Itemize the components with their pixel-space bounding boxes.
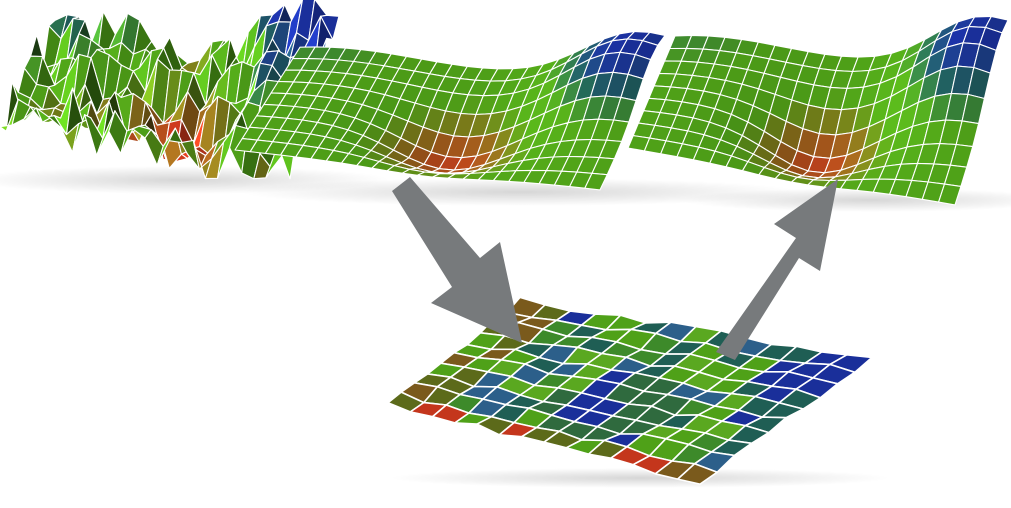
flat-grid bbox=[387, 296, 873, 485]
up-arrow bbox=[716, 179, 838, 360]
down-arrow bbox=[392, 177, 522, 343]
mesh-cell bbox=[584, 172, 608, 191]
shadow-smooth-input-surface bbox=[240, 178, 800, 206]
mesh-cell bbox=[676, 462, 719, 485]
mesh-cell bbox=[938, 183, 962, 206]
shadow-flat-grid bbox=[390, 468, 890, 488]
smooth-input-surface bbox=[234, 30, 666, 191]
smooth-output-surface bbox=[627, 15, 1009, 206]
